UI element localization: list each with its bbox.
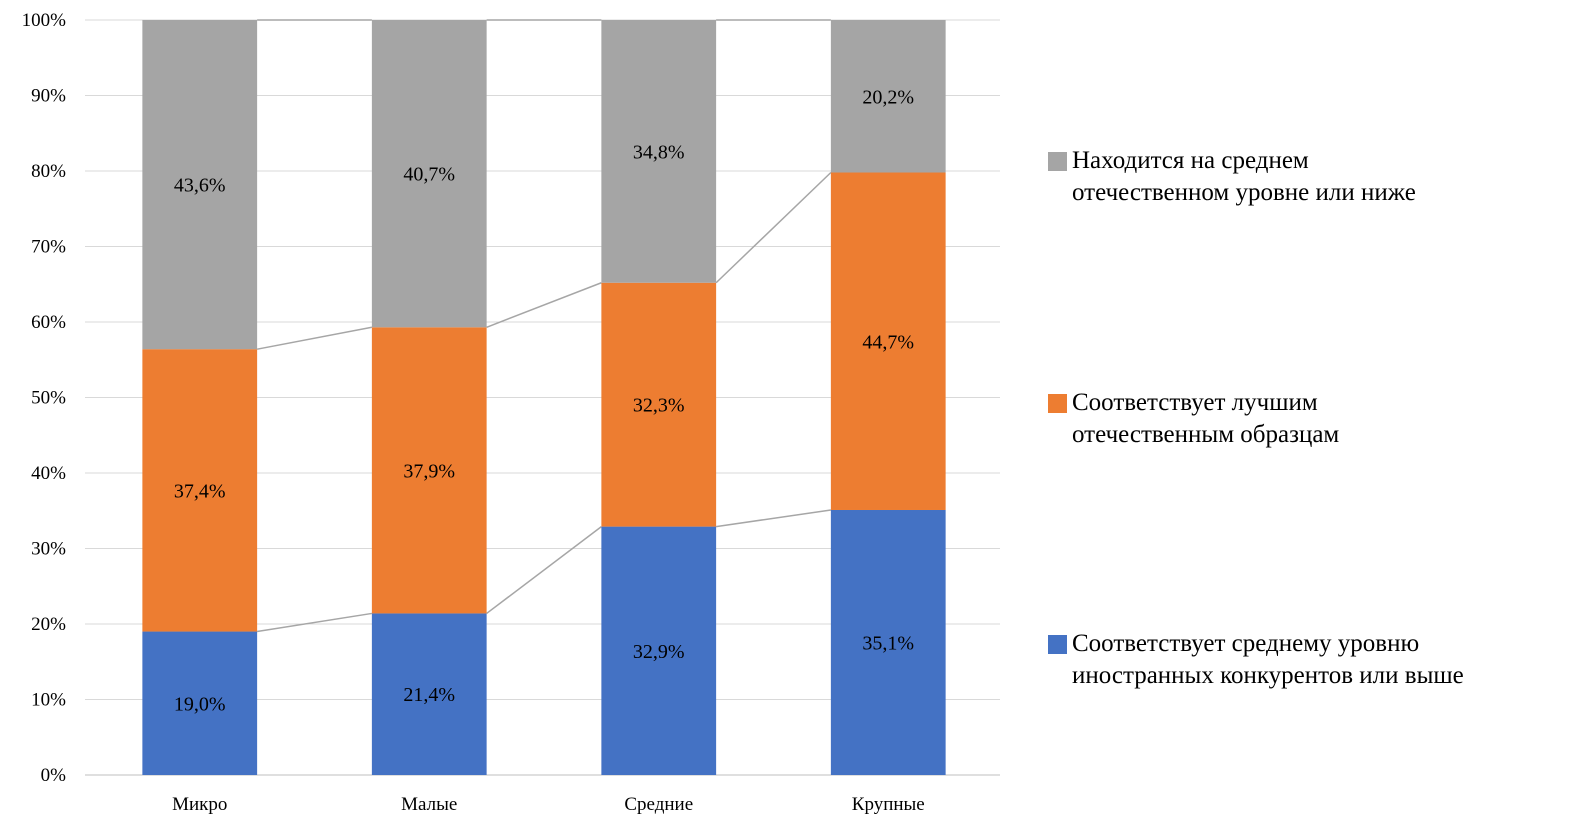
bar-segment [601, 526, 717, 775]
legend-label-gray-line1: Находится на среднем [1072, 147, 1309, 174]
legend-label-gray-line2: отечественном уровне или ниже [1072, 179, 1416, 206]
bar-segment [371, 613, 487, 775]
data-label: 32,3% [633, 395, 685, 417]
data-label: 32,9% [633, 641, 685, 663]
y-axis-ticks: 0% 10% 20% 30% 40% 50% 60% 70% 80% 90% 100% [22, 10, 67, 786]
bar-segment [830, 509, 946, 775]
data-label: 40,7% [403, 164, 455, 186]
x-category-label: Малые [401, 794, 457, 815]
x-category-label: Крупные [852, 794, 925, 815]
y-tick-label: 80% [31, 161, 66, 182]
series-line [715, 171, 832, 284]
y-tick-label: 90% [31, 86, 66, 107]
y-tick-label: 20% [31, 614, 66, 635]
data-label: 19,0% [174, 693, 226, 715]
y-tick-label: 50% [31, 388, 66, 409]
legend: Находится на среднем отечественном уровн… [1048, 0, 1594, 829]
bar-segment [830, 20, 946, 173]
bar-segment [371, 20, 487, 328]
y-tick-label: 100% [22, 10, 67, 31]
data-label: 21,4% [403, 684, 455, 706]
bar-segment [142, 631, 258, 775]
legend-item-orange: Соответствует лучшим отечественным образ… [1048, 387, 1572, 451]
data-label: 37,4% [174, 480, 226, 502]
series-line [256, 326, 373, 350]
series-lines [256, 19, 832, 633]
bar-segments [142, 20, 946, 775]
legend-swatch-gray [1048, 152, 1067, 171]
series-line [257, 612, 372, 633]
x-axis-categories: Микро Малые Средние Крупные [172, 794, 925, 815]
legend-label-orange-line1: Соответствует лучшим [1072, 389, 1318, 416]
data-label: 44,7% [862, 331, 914, 353]
series-line [486, 526, 602, 615]
y-tick-label: 10% [31, 690, 66, 711]
y-tick-label: 30% [31, 539, 66, 560]
legend-swatch-orange [1048, 394, 1067, 413]
bar-segment [142, 20, 258, 350]
series-line [716, 509, 831, 528]
data-labels: 19,0% 37,4% 43,6% 21,4% 37,9% 40,7% 32,9% 32,3%… [174, 86, 914, 715]
legend-item-gray: Находится на среднем отечественном уровн… [1048, 145, 1572, 209]
bar-segment [142, 349, 258, 632]
legend-item-blue: Соответствует среднему уровню иностранны… [1048, 628, 1572, 692]
bar-segment [371, 327, 487, 614]
legend-swatch-blue [1048, 635, 1067, 654]
y-tick-label: 70% [31, 237, 66, 258]
legend-label-blue-line2: иностранных конкурентов или выше [1072, 662, 1464, 689]
bar-segment [601, 282, 717, 527]
data-label: 43,6% [174, 175, 226, 197]
legend-label-blue-line1: Соответствует среднему уровню [1072, 630, 1420, 657]
series-line [486, 282, 602, 328]
x-category-label: Микро [172, 794, 227, 815]
data-label: 37,9% [403, 460, 455, 482]
bar-segment [601, 20, 717, 283]
data-label: 34,8% [633, 141, 685, 163]
x-category-label: Средние [624, 794, 693, 815]
y-tick-label: 60% [31, 312, 66, 333]
data-label: 35,1% [862, 632, 914, 654]
legend-label-orange-line2: отечественным образцам [1072, 421, 1340, 448]
data-label: 20,2% [862, 86, 914, 108]
y-tick-label: 40% [31, 463, 66, 484]
stacked-bar-chart: 0% 10% 20% 30% 40% 50% 60% 70% 80% 90% 100% 19,0% 3… [22, 10, 1000, 815]
y-tick-label: 0% [41, 765, 67, 786]
bar-segment [830, 172, 946, 510]
